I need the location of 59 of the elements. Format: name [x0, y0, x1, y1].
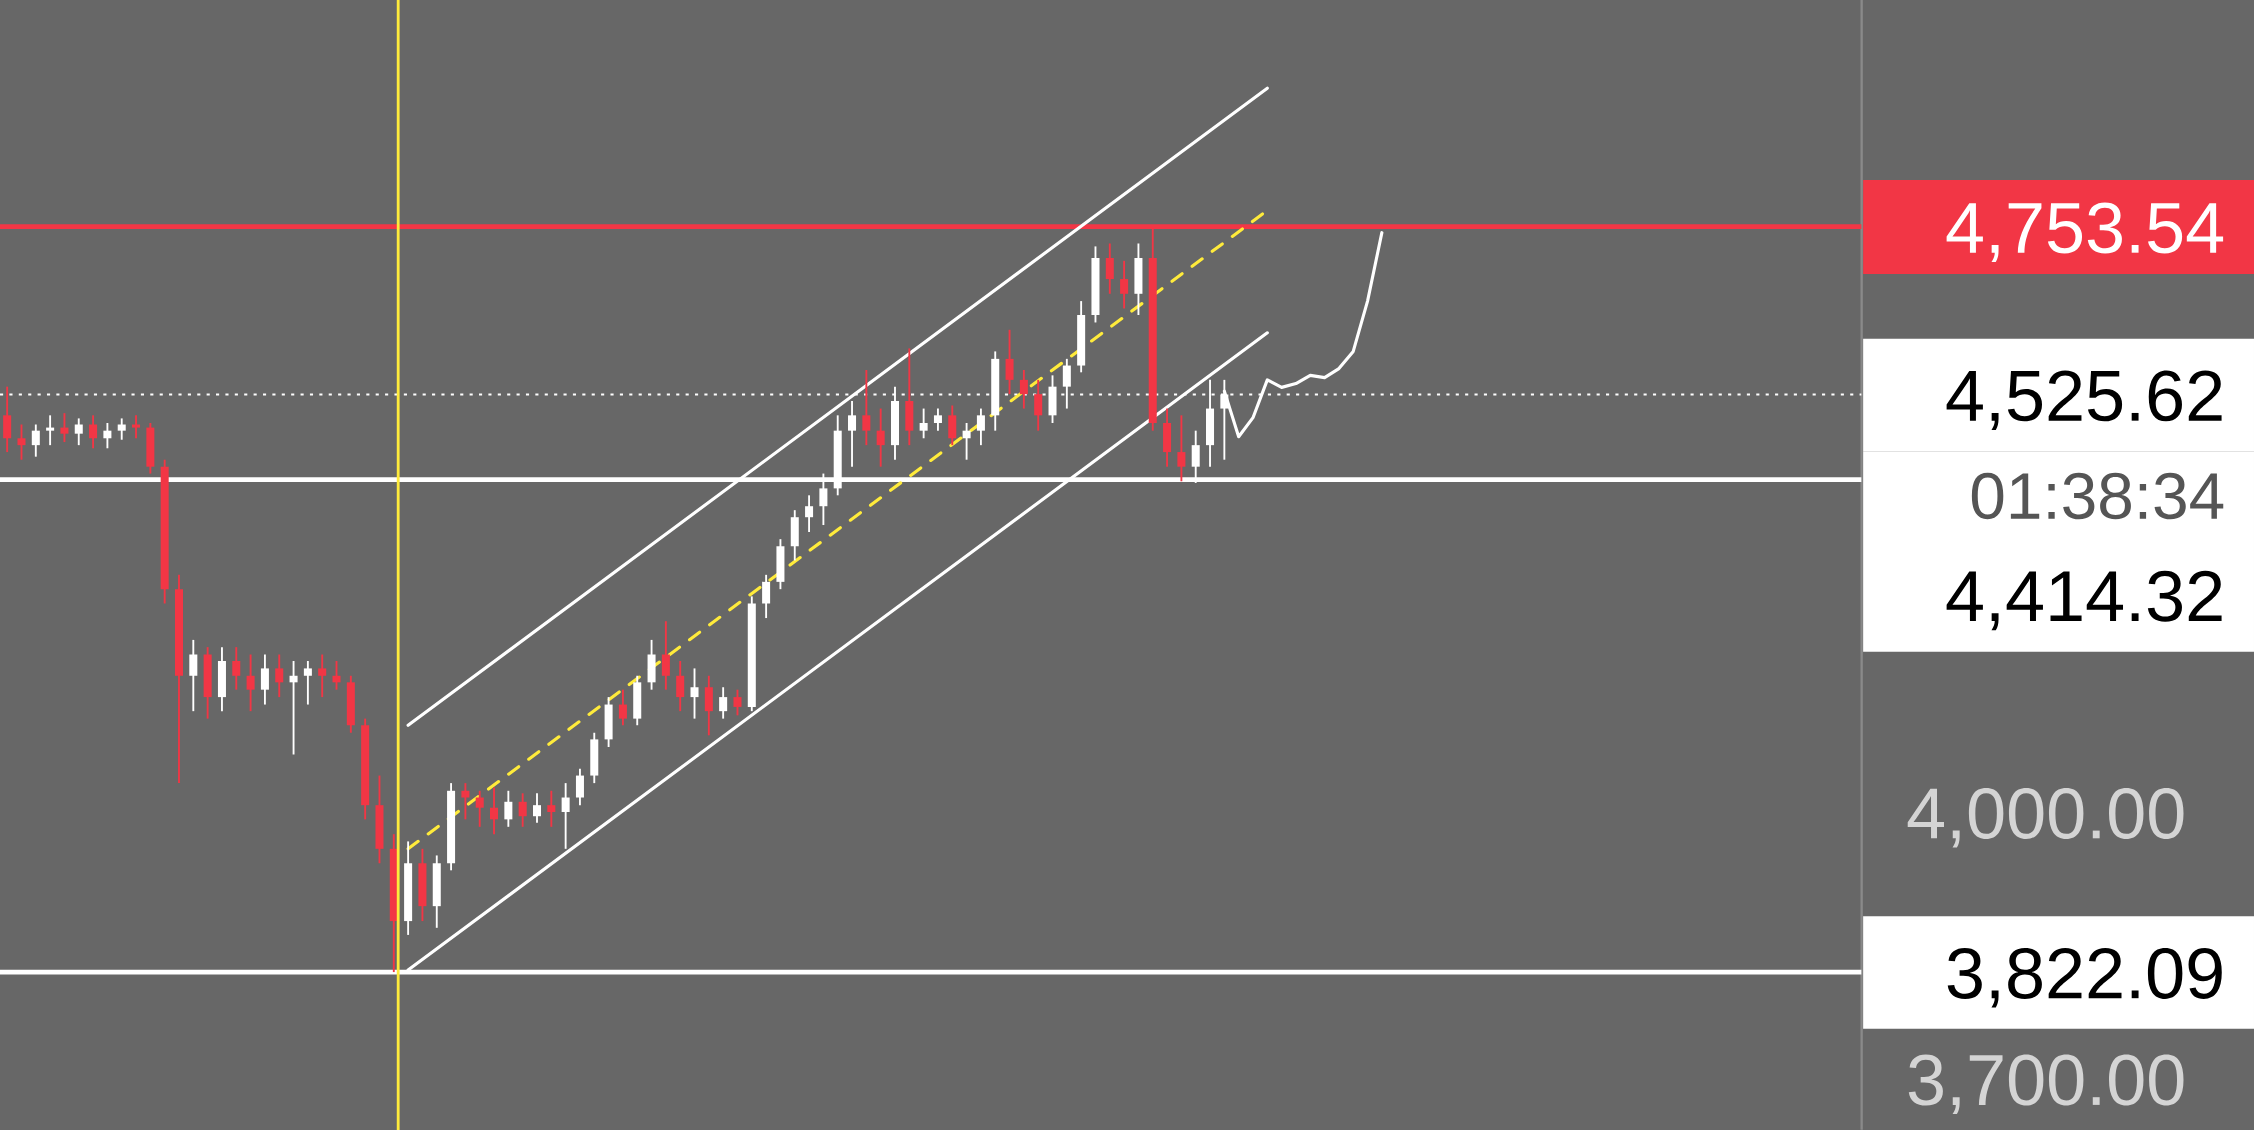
text: 01:38:34 — [1971, 472, 2224, 520]
candlestick — [1120, 259, 1129, 310]
candlestick — [332, 660, 341, 691]
candlestick — [475, 789, 484, 828]
candlestick — [246, 653, 255, 713]
candlestick — [618, 688, 627, 727]
candlestick — [518, 792, 527, 828]
y-tick-label: 3,700.00 — [1908, 1054, 2184, 1115]
candlestick — [31, 423, 40, 458]
candlestick — [289, 660, 298, 756]
candlestick — [848, 400, 857, 468]
ref-line-label: 4,525.62 — [1946, 370, 2222, 430]
candlestick — [3, 385, 12, 454]
candlestick — [575, 767, 584, 807]
ref-line-label: 4,753.54 — [1946, 202, 2224, 262]
candlestick — [719, 686, 728, 720]
candlestick — [561, 782, 570, 850]
candlestick — [690, 667, 699, 720]
candlestick — [962, 422, 971, 461]
candlestick — [919, 407, 928, 440]
candlestick — [676, 660, 685, 713]
candlestick — [260, 653, 269, 706]
y-tick-label: 4,000.00 — [1907, 788, 2184, 848]
candlestick — [704, 674, 713, 737]
candlestick — [948, 404, 957, 447]
candlestick — [17, 423, 26, 461]
candlestick — [933, 407, 942, 432]
candlestick — [132, 414, 141, 440]
candlestick — [1034, 378, 1043, 432]
candlestick — [232, 646, 241, 691]
ref-line-label: 3,822.09 — [1947, 947, 2222, 1008]
candlestick — [60, 412, 69, 444]
candlestick — [1105, 242, 1114, 295]
candlestick — [762, 573, 771, 619]
candlestick — [303, 660, 312, 706]
candlestick — [876, 407, 885, 468]
candlestick — [490, 786, 499, 836]
candlestick — [532, 792, 541, 824]
candlestick — [318, 653, 327, 699]
candlestick — [862, 369, 871, 447]
candlestick — [117, 417, 126, 441]
candlestick — [504, 789, 513, 828]
candlestick — [275, 653, 284, 699]
candlestick — [805, 494, 814, 533]
candlestick — [976, 407, 985, 447]
candlestick — [1177, 414, 1186, 483]
ref-line-label: 4,414.32 — [1946, 570, 2222, 631]
candlestick — [1005, 328, 1014, 396]
candlestick — [1019, 369, 1028, 410]
candlestick — [189, 638, 198, 713]
candlestick — [103, 422, 112, 450]
candlestick — [1062, 357, 1071, 410]
candlestick — [547, 789, 556, 828]
candlestick — [89, 414, 98, 450]
candlestick — [74, 417, 83, 447]
candlestick — [661, 620, 670, 691]
candlestick — [461, 782, 470, 821]
candlestick — [46, 414, 55, 447]
candlestick — [733, 688, 742, 717]
